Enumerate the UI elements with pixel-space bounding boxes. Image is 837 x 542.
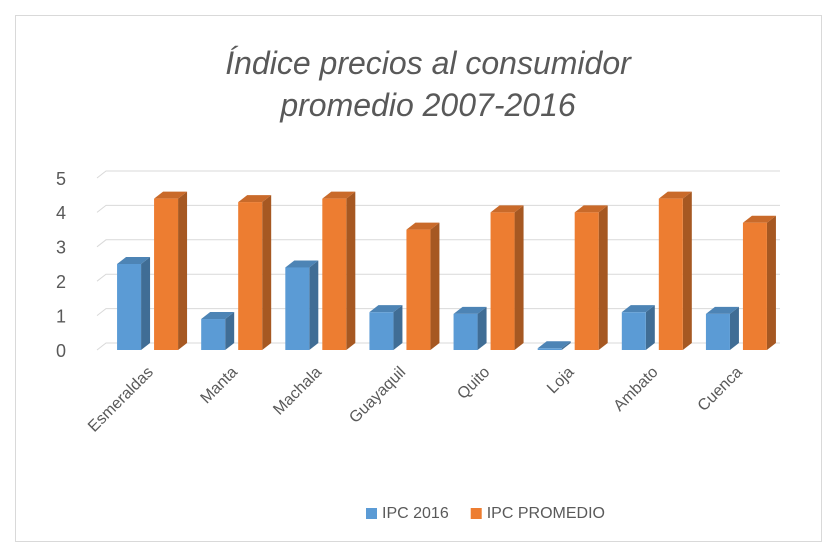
bar — [574, 212, 599, 350]
bar — [621, 312, 646, 350]
bar-top — [658, 191, 692, 199]
bar-top — [285, 260, 319, 268]
bar — [117, 264, 142, 350]
legend-swatch — [470, 508, 482, 519]
y-tick-label: 4 — [56, 203, 66, 223]
bar-top — [537, 341, 571, 349]
bar-side — [178, 191, 188, 350]
bar — [658, 198, 683, 350]
bar-top — [406, 222, 440, 230]
bar-side — [645, 305, 655, 350]
bar-top — [322, 191, 356, 199]
y-tick-label: 3 — [56, 238, 66, 258]
grid-line — [96, 239, 780, 248]
bar-top — [369, 305, 403, 313]
bar — [406, 229, 431, 350]
bar-side — [766, 215, 776, 350]
grid-line — [96, 170, 780, 179]
y-tick-label: 1 — [56, 306, 66, 326]
y-tick-label: 2 — [56, 272, 66, 292]
legend-swatch — [366, 508, 377, 519]
bar — [369, 312, 394, 350]
bar-side — [729, 306, 739, 350]
bar-side — [561, 341, 571, 350]
y-tick-label: 5 — [56, 169, 66, 189]
bar — [537, 348, 562, 350]
chart-title: Índice precios al consumidor promedio 20… — [225, 45, 631, 123]
bar-side — [141, 257, 151, 350]
bar-top — [621, 305, 655, 313]
bar-side — [430, 222, 440, 350]
bar-side — [262, 195, 272, 350]
bar — [322, 198, 347, 350]
bar — [238, 202, 263, 350]
bar-side — [514, 205, 524, 350]
bar — [742, 222, 767, 350]
legend-label: IPC 2016 — [382, 505, 449, 522]
bar-top — [453, 306, 487, 314]
bar-top — [705, 306, 739, 314]
bar-top — [742, 215, 776, 223]
grid-line — [96, 308, 780, 316]
bar-side — [393, 305, 403, 350]
bar — [285, 267, 310, 350]
bar — [490, 212, 515, 350]
bar-top — [201, 312, 235, 320]
bar — [201, 319, 226, 350]
bar-side — [346, 191, 356, 350]
bar-side — [598, 205, 608, 350]
bar — [154, 198, 179, 350]
bar-side — [309, 260, 319, 350]
bar-side — [477, 306, 487, 350]
grid-line — [96, 204, 780, 213]
bar — [705, 313, 730, 350]
y-tick-label: 0 — [56, 341, 66, 361]
grid-line — [96, 273, 780, 282]
bar-side — [682, 191, 692, 350]
bar-top — [238, 195, 272, 203]
bar-top — [154, 191, 188, 199]
legend-label: IPC PROMEDIO — [487, 505, 605, 522]
bar-side — [225, 312, 235, 350]
bar-top — [490, 205, 524, 213]
bar-top — [117, 257, 151, 264]
bar-top — [574, 205, 608, 213]
bar — [453, 313, 478, 350]
